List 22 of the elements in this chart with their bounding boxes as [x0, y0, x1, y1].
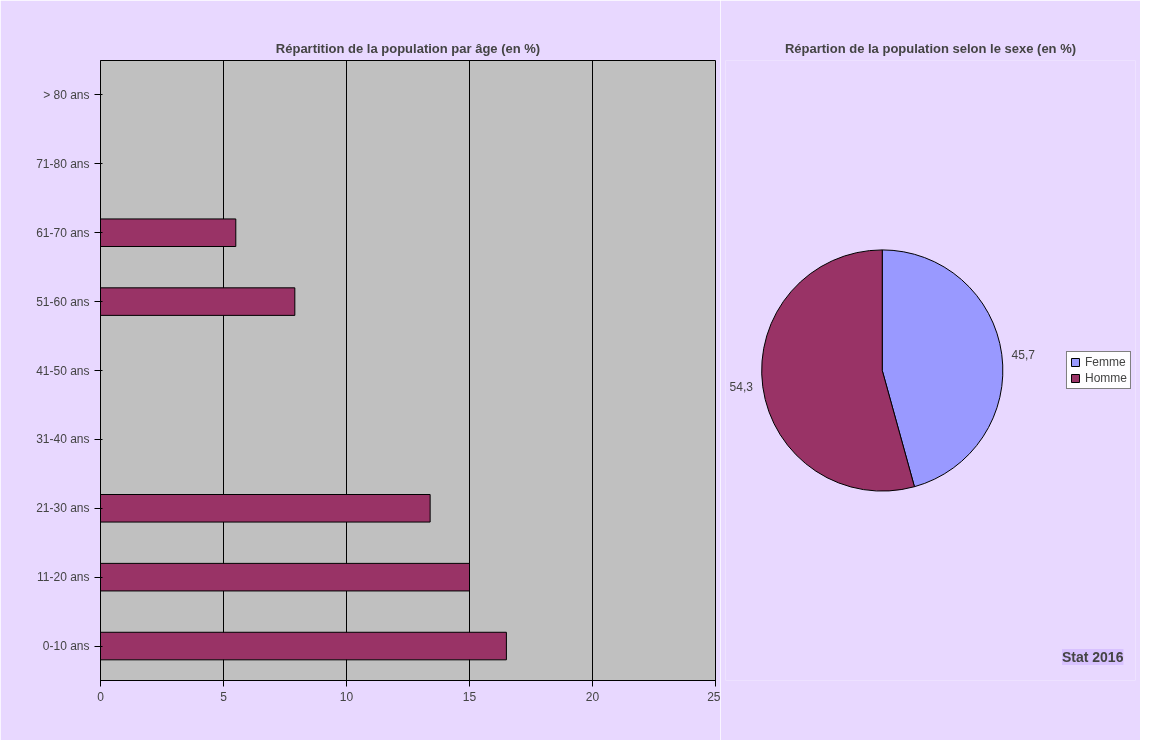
x-tick-label: 20	[585, 689, 600, 704]
y-tick-label: 71-80 ans	[36, 156, 90, 171]
y-tick-label: 51-60 ans	[36, 294, 90, 309]
y-tick-label: > 80 ans	[43, 87, 90, 102]
x-tick-label: 25	[707, 689, 721, 704]
chart-title: Répartition de la population par âge (en %)	[275, 40, 541, 56]
x-tick-label: 15	[462, 689, 477, 704]
y-tick-label: 11-20 ans	[37, 570, 90, 585]
legend-label: Homme	[1084, 371, 1127, 385]
x-tick-label: 10	[339, 689, 354, 704]
y-tick-label: 31-40 ans	[36, 432, 90, 447]
x-tick-label: 5	[220, 689, 228, 704]
text: Stat 2016	[1061, 649, 1124, 665]
y-tick-label: 0-10 ans	[42, 639, 90, 654]
y-tick-label: 41-50 ans	[36, 363, 90, 378]
x-tick-label: 0	[97, 689, 105, 704]
chart-title: Répartion de la population selon le sexe (en %)	[784, 40, 1077, 56]
y-tick-label: 61-70 ans	[36, 225, 90, 240]
legend-label: Femme	[1084, 355, 1126, 369]
data-label: 54,3	[729, 380, 754, 395]
y-tick-label: 21-30 ans	[36, 501, 90, 516]
data-label: 45,7	[1011, 347, 1036, 362]
